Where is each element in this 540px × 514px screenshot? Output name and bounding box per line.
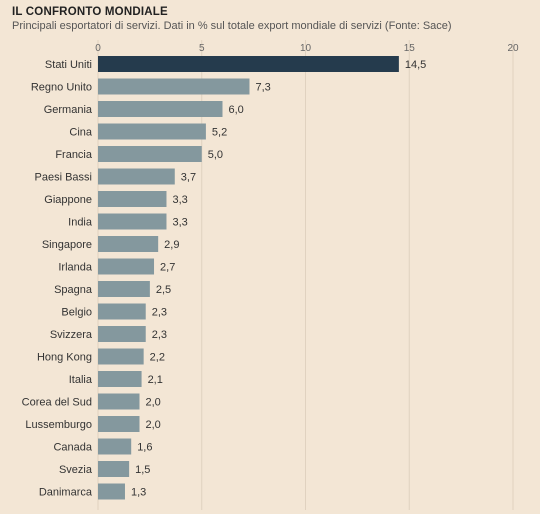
value-label: 1,5 [135, 464, 150, 476]
value-label: 5,0 [208, 149, 223, 161]
x-tick-label: 5 [199, 43, 205, 54]
x-tick-label: 20 [507, 43, 519, 54]
category-label: India [68, 217, 93, 229]
category-label: Belgio [61, 307, 92, 319]
bar [98, 281, 150, 297]
value-label: 6,0 [229, 104, 244, 116]
value-label: 3,3 [172, 194, 187, 206]
bars [98, 56, 399, 500]
bar [98, 371, 142, 387]
bar [98, 123, 206, 140]
category-label: Giappone [44, 194, 92, 206]
bar [98, 348, 144, 365]
bar [98, 213, 167, 230]
bar [98, 416, 140, 432]
value-label: 2,1 [148, 374, 163, 386]
value-label: 2,0 [146, 397, 161, 409]
category-label: Germania [44, 104, 93, 116]
value-label: 2,3 [152, 307, 167, 319]
chart-title: IL CONFRONTO MONDIALE [12, 6, 168, 18]
category-label: Singapore [42, 239, 92, 251]
category-label: Canada [53, 442, 92, 454]
bar [98, 303, 146, 320]
category-label: Francia [55, 149, 93, 161]
x-tick-label: 0 [95, 43, 101, 54]
value-label: 2,7 [160, 262, 175, 274]
value-label: 2,2 [150, 352, 165, 364]
category-label: Corea del Sud [22, 397, 92, 409]
bar [98, 483, 125, 500]
x-tick-label: 15 [404, 43, 416, 54]
category-label: Danimarca [39, 487, 93, 499]
bar [98, 146, 202, 162]
bar [98, 78, 250, 95]
bar [98, 236, 159, 252]
bar [98, 56, 399, 72]
x-axis-ticks: 0 5 10 15 20 [95, 43, 519, 54]
value-label: 2,5 [156, 284, 171, 296]
value-label: 2,0 [146, 419, 161, 431]
bar [98, 326, 146, 342]
bar [98, 438, 132, 455]
category-label: Italia [69, 374, 93, 386]
category-label: Cina [69, 127, 93, 139]
value-label: 1,6 [137, 442, 152, 454]
category-label: Lussemburgo [25, 419, 92, 431]
bar [98, 258, 155, 275]
value-label: 2,9 [164, 239, 179, 251]
category-label: Hong Kong [37, 352, 92, 364]
category-label: Svezia [59, 464, 93, 476]
value-label: 1,3 [131, 487, 146, 499]
value-label: 3,3 [172, 217, 187, 229]
category-label: Spagna [54, 284, 93, 296]
value-label: 3,7 [181, 172, 196, 184]
bar [98, 393, 140, 410]
bar [98, 461, 130, 477]
value-label: 14,5 [405, 59, 426, 71]
bar [98, 168, 175, 185]
value-label: 7,3 [255, 82, 270, 94]
category-label: Regno Unito [31, 82, 92, 94]
category-label: Irlanda [58, 262, 93, 274]
category-labels: Stati Uniti Regno Unito Germania Cina Franci… [22, 59, 93, 499]
bar [98, 191, 167, 207]
category-label: Svizzera [50, 329, 93, 341]
bar [98, 101, 223, 117]
value-labels: 14,5 7,3 6,05,2 5,0 3,7 3,3 3,3 2,9 2,7 2,5 2,3 2,3… [131, 59, 426, 499]
value-label: 2,3 [152, 329, 167, 341]
category-label: Stati Uniti [45, 59, 92, 71]
value-label: 5,2 [212, 127, 227, 139]
chart-subtitle: Principali esportatori di servizi. Dati … [12, 20, 452, 32]
x-tick-label: 10 [300, 43, 312, 54]
category-label: Paesi Bassi [35, 172, 92, 184]
